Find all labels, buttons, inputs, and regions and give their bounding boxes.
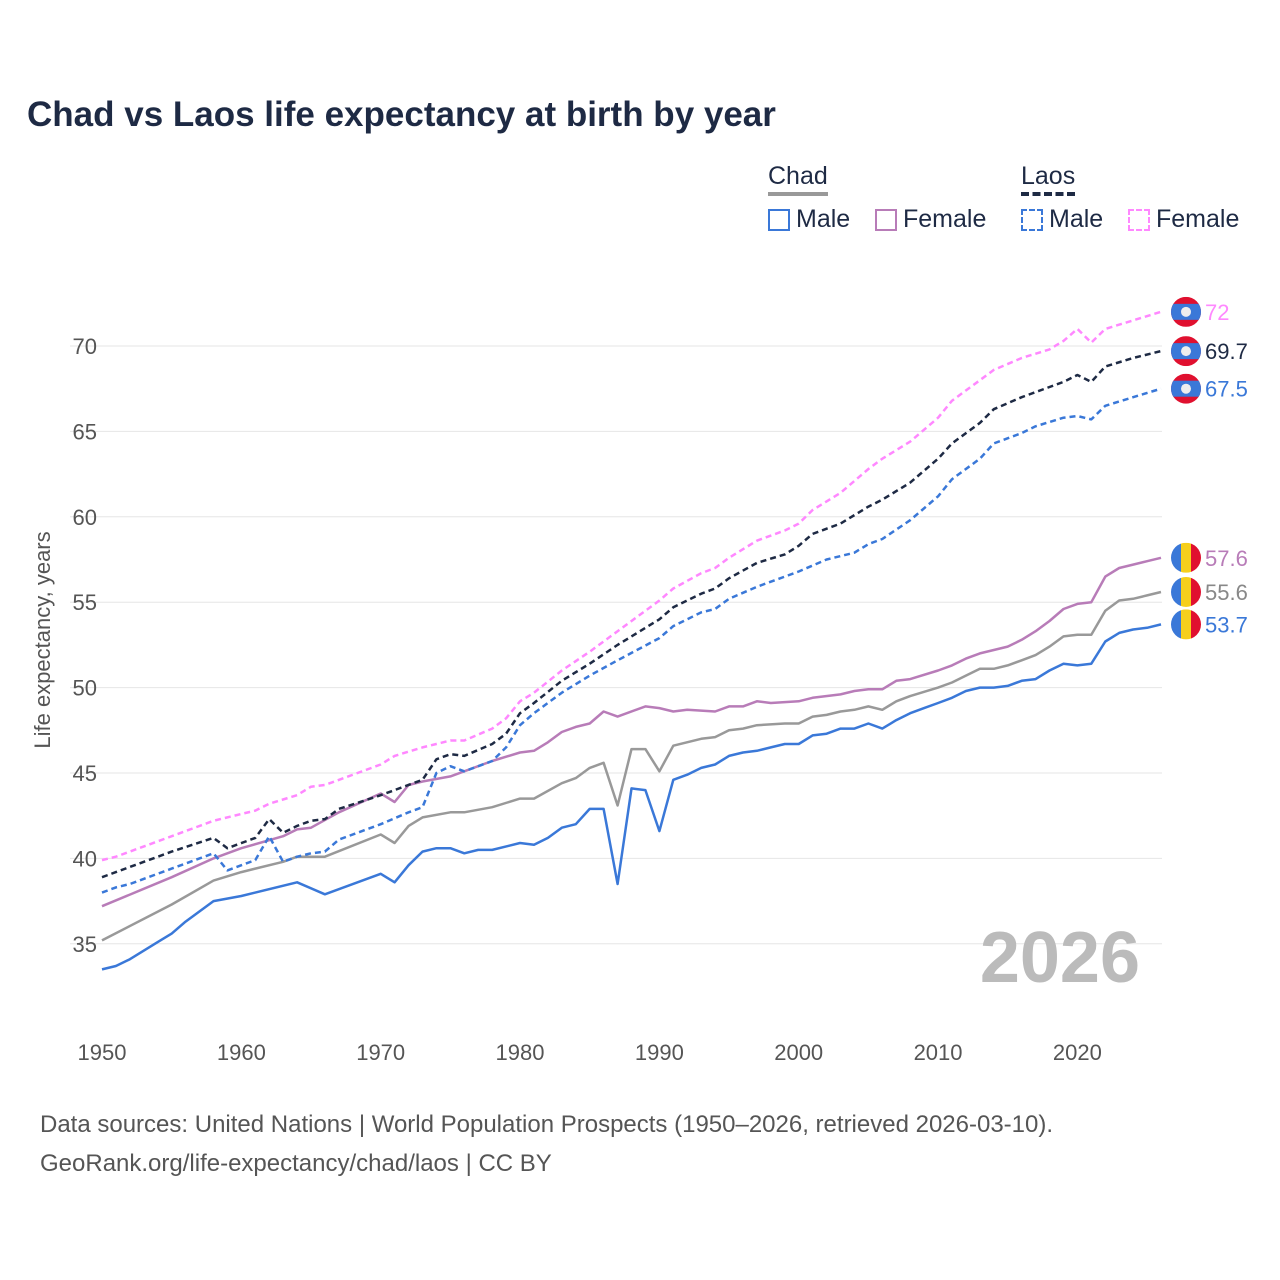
flag-blue (1171, 542, 1181, 573)
flag-body (1171, 336, 1201, 367)
legend-solid-line (768, 192, 828, 196)
flag-white-disc (1181, 346, 1191, 357)
footer: Data sources: United Nations | World Pop… (40, 1105, 1053, 1183)
series-line-chad (101, 590, 1162, 942)
x-tick-label: 1970 (356, 1040, 405, 1065)
end-value-label: 53.7 (1205, 612, 1248, 637)
y-axis: 35 40 45 50 55 60 65 70 (73, 334, 97, 957)
legend-group-label: Chad (768, 162, 828, 190)
gridlines (70, 345, 1162, 945)
series-line-chad-female (101, 556, 1162, 908)
legend-swatch (768, 208, 790, 231)
laos-flag-icon (1171, 336, 1201, 367)
legend-label: Male (1049, 205, 1104, 233)
flag-red (1191, 542, 1201, 573)
flag-white-disc (1181, 306, 1191, 317)
flag-yellow (1181, 576, 1191, 607)
legend-group-label: Laos (1021, 162, 1076, 190)
end-value-label: 67.5 (1205, 377, 1248, 402)
y-tick-label: 40 (73, 846, 97, 871)
series-lines (101, 310, 1162, 971)
legend-label: Male (796, 205, 851, 233)
legend-group-laos: Laos (1021, 162, 1076, 196)
y-tick-label: 55 (73, 590, 97, 615)
flag-body (1171, 373, 1201, 404)
flag-red (1191, 576, 1201, 607)
end-labels: 72 69.7 67.5 57.6 55.6 53.7 (1171, 296, 1248, 640)
flag-yellow (1181, 609, 1191, 640)
end-value-label: 69.7 (1205, 339, 1248, 364)
chad-flag-icon (1171, 576, 1201, 607)
flag-body (1171, 609, 1201, 640)
flag-white-disc (1181, 383, 1191, 394)
legend-label: Female (903, 205, 987, 233)
data-source: Data sources: United Nations | World Pop… (40, 1111, 1054, 1138)
x-tick-label: 1960 (217, 1040, 266, 1065)
x-axis: 1950 1960 1970 1980 1990 2000 2010 2020 (78, 1040, 1102, 1065)
x-tick-label: 1990 (635, 1040, 684, 1065)
source-link[interactable]: GeoRank.org/life-expectancy/chad/laos | … (40, 1150, 552, 1177)
legend-swatch (1128, 208, 1150, 231)
end-value-label: 72 (1205, 300, 1229, 325)
y-tick-label: 50 (73, 676, 97, 701)
flag-body (1171, 576, 1201, 607)
y-tick-label: 35 (73, 932, 97, 957)
legend-group-chad: Chad (768, 162, 828, 196)
y-tick-label: 65 (73, 419, 97, 444)
x-tick-label: 2000 (774, 1040, 823, 1065)
legend-laos-male[interactable]: Male (1021, 205, 1103, 234)
y-tick-label: 45 (73, 761, 97, 786)
series-line-laos-male (101, 387, 1162, 894)
laos-flag-icon (1171, 373, 1201, 404)
flag-body (1171, 296, 1201, 327)
legend-laos-female[interactable]: Female (1128, 205, 1239, 234)
chad-flag-icon (1171, 542, 1201, 573)
end-value-label: 55.6 (1205, 580, 1248, 605)
y-axis-label: Life expectancy, years (30, 531, 55, 748)
year-watermark: 2026 (980, 918, 1140, 998)
y-tick-label: 70 (73, 334, 97, 359)
chart-title: Chad vs Laos life expectancy at birth by… (27, 95, 776, 134)
legend-chad-female[interactable]: Female (875, 205, 986, 234)
x-tick-label: 1950 (78, 1040, 127, 1065)
flag-blue (1171, 576, 1181, 607)
x-tick-label: 1980 (496, 1040, 545, 1065)
legend-label: Female (1156, 205, 1240, 233)
series-line-chad-male (101, 623, 1162, 971)
flag-blue (1171, 609, 1181, 640)
y-tick-label: 60 (73, 505, 97, 530)
legend-swatch (1021, 208, 1043, 231)
series-line-laos (101, 349, 1162, 879)
laos-flag-icon (1171, 296, 1201, 327)
legend-swatch (875, 208, 897, 231)
chad-flag-icon (1171, 609, 1201, 640)
x-tick-label: 2010 (914, 1040, 963, 1065)
end-value-label: 57.6 (1205, 546, 1248, 571)
legend-chad-male[interactable]: Male (768, 205, 850, 234)
flag-red (1191, 609, 1201, 640)
legend-dashed-line (1021, 192, 1076, 196)
x-tick-label: 2020 (1053, 1040, 1102, 1065)
flag-yellow (1181, 542, 1191, 573)
flag-body (1171, 542, 1201, 573)
series-line-laos-female (101, 310, 1162, 862)
